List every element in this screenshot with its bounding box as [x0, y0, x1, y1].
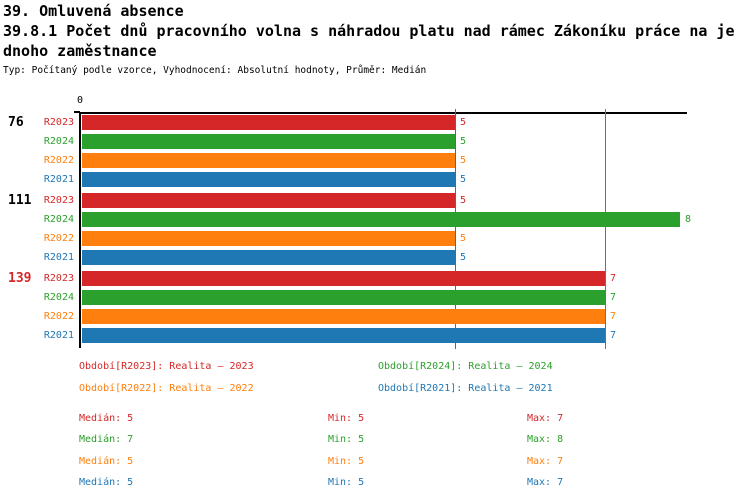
row-label-R2022: R2022 [43, 233, 74, 244]
chart-meta: Typ: Počítaný podle vzorce, Vyhodnocení:… [3, 65, 427, 76]
bar-value-label: 8 [685, 214, 692, 225]
stat-median-R2024: Medián: 7 [79, 434, 134, 445]
stat-max-R2021: Max: 7 [527, 477, 564, 488]
bar-R2024-group-111 [82, 212, 680, 227]
bar-R2024-group-76 [82, 134, 455, 149]
row-label-R2023: R2023 [43, 195, 74, 206]
bar-value-label: 5 [460, 117, 467, 128]
chart-title-line-2: dnoho zaměstnance [3, 42, 157, 60]
bar-R2023-group-76 [82, 115, 455, 130]
bar-value-label: 5 [460, 136, 467, 147]
row-label-R2023: R2023 [43, 117, 74, 128]
legend-item-R2021: Období[R2021]: Realita – 2021 [378, 383, 553, 394]
section-title: 39. Omluvená absence [3, 2, 184, 20]
bar-R2022-group-111 [82, 231, 455, 246]
legend-item-R2022: Období[R2022]: Realita – 2022 [79, 383, 254, 394]
bar-R2024-group-139 [82, 290, 605, 305]
median-line-R2024 [605, 109, 606, 349]
chart-title-line-1: 39.8.1 Počet dnů pracovního volna s náhr… [3, 22, 735, 40]
row-label-R2023: R2023 [43, 273, 74, 284]
bar-value-label: 5 [460, 252, 467, 263]
stat-max-R2024: Max: 8 [527, 434, 564, 445]
stat-min-R2024: Min: 5 [328, 434, 365, 445]
bar-R2022-group-139 [82, 309, 605, 324]
bar-value-label: 5 [460, 195, 467, 206]
stat-max-R2023: Max: 7 [527, 413, 564, 424]
bar-R2021-group-111 [82, 250, 455, 265]
axis-left-line [79, 112, 81, 348]
axis-tick-zero [74, 111, 80, 113]
row-label-R2021: R2021 [43, 252, 74, 263]
bar-value-label: 5 [460, 174, 467, 185]
axis-top-line [80, 112, 687, 114]
stat-median-R2021: Medián: 5 [79, 477, 134, 488]
stat-median-R2023: Medián: 5 [79, 413, 134, 424]
bar-value-label: 7 [610, 311, 617, 322]
row-label-R2022: R2022 [43, 311, 74, 322]
stat-max-R2022: Max: 7 [527, 456, 564, 467]
row-label-R2024: R2024 [43, 292, 74, 303]
legend-item-R2023: Období[R2023]: Realita – 2023 [79, 361, 254, 372]
stat-median-R2022: Medián: 5 [79, 456, 134, 467]
stat-min-R2021: Min: 5 [328, 477, 365, 488]
row-label-R2021: R2021 [43, 174, 74, 185]
row-label-R2021: R2021 [43, 330, 74, 341]
bar-value-label: 5 [460, 155, 467, 166]
stat-min-R2023: Min: 5 [328, 413, 365, 424]
row-label-R2024: R2024 [43, 136, 74, 147]
bar-value-label: 7 [610, 330, 617, 341]
bar-value-label: 7 [610, 292, 617, 303]
bar-R2023-group-111 [82, 193, 455, 208]
group-label-111: 111 [8, 193, 32, 208]
stat-min-R2022: Min: 5 [328, 456, 365, 467]
row-label-R2024: R2024 [43, 214, 74, 225]
median-line-R2021 [455, 109, 456, 349]
row-label-R2022: R2022 [43, 155, 74, 166]
group-label-76: 76 [8, 115, 24, 130]
bar-R2023-group-139 [82, 271, 605, 286]
bar-value-label: 5 [460, 233, 467, 244]
bar-value-label: 7 [610, 273, 617, 284]
group-label-139: 139 [8, 271, 32, 286]
bar-R2021-group-139 [82, 328, 605, 343]
bar-R2021-group-76 [82, 172, 455, 187]
axis-tick-zero-label: 0 [76, 95, 84, 106]
legend-item-R2024: Období[R2024]: Realita – 2024 [378, 361, 553, 372]
bar-R2022-group-76 [82, 153, 455, 168]
